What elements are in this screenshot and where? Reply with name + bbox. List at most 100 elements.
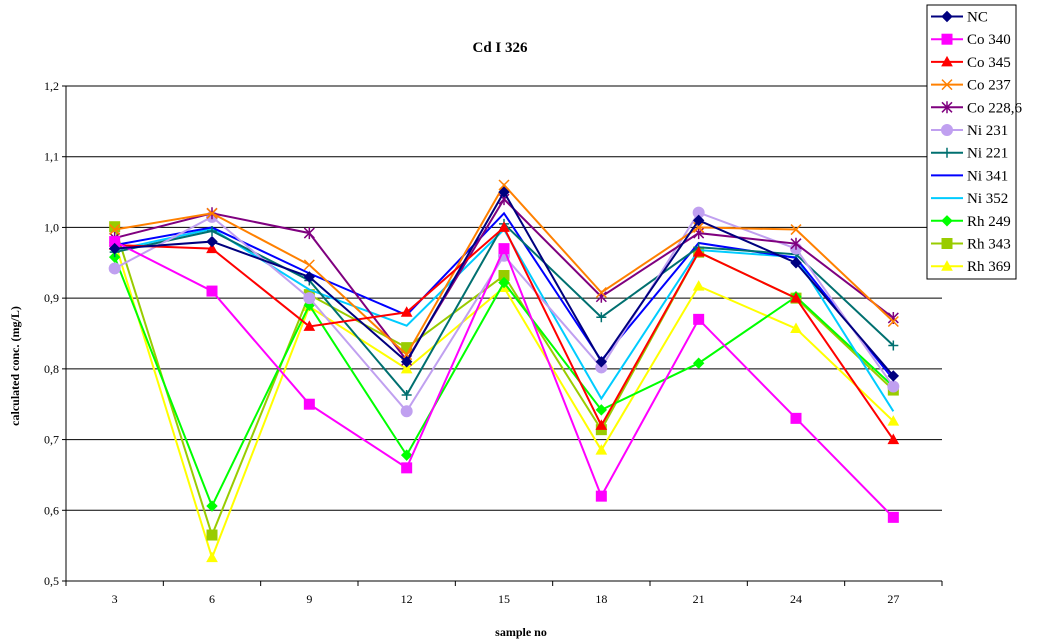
data-point xyxy=(498,186,510,198)
legend-marker xyxy=(941,101,953,114)
legend-label: Rh 249 xyxy=(967,214,1011,230)
legend-box xyxy=(926,4,1017,280)
legend-marker xyxy=(941,55,953,67)
series-nc xyxy=(108,186,900,382)
x-tick-label: 12 xyxy=(401,592,413,606)
data-point xyxy=(692,357,705,369)
legend-marker xyxy=(942,147,952,158)
data-point xyxy=(206,500,218,512)
y-tick-label: 0,9 xyxy=(44,291,59,305)
y-tick-label: 1,2 xyxy=(44,79,59,93)
data-point xyxy=(401,390,412,401)
data-point xyxy=(790,412,802,424)
data-point xyxy=(498,243,510,255)
legend-label: Ni 231 xyxy=(967,123,1008,139)
data-point xyxy=(400,306,413,317)
legend-item: Ni 231 xyxy=(931,123,1008,139)
legend-marker xyxy=(941,238,953,249)
data-point xyxy=(790,257,802,269)
legend-item: Rh 369 xyxy=(931,259,1011,275)
data-point xyxy=(109,224,121,236)
x-tick-label: 24 xyxy=(790,592,802,606)
data-point xyxy=(595,490,607,502)
series-ni-231 xyxy=(108,206,900,418)
tick-labels: 0,5 0,6 0,7 0,8 0,9 1,0 1,1 1,2 3 6 9 12 15 18 21 24 27 xyxy=(44,79,899,606)
data-point xyxy=(498,276,510,289)
x-axis-label: sample no xyxy=(495,625,547,639)
data-point xyxy=(109,221,121,233)
x-tick-label: 15 xyxy=(498,592,510,606)
legend: NC Co 340 Co 345 Co 237 Co 228,6 Ni 231 Ni 221… xyxy=(926,4,1023,280)
data-point xyxy=(303,259,315,271)
x-tick-label: 18 xyxy=(595,592,607,606)
legend-label: Co 237 xyxy=(967,78,1011,94)
y-tick-label: 0,6 xyxy=(44,503,59,517)
data-point xyxy=(400,405,413,418)
data-point xyxy=(401,462,413,474)
series-co-340 xyxy=(109,236,899,523)
y-tick-label: 1,0 xyxy=(44,220,59,234)
legend-marker xyxy=(941,124,953,136)
y-tick-label: 0,7 xyxy=(44,433,59,447)
data-point xyxy=(790,292,802,303)
data-point xyxy=(790,322,802,334)
data-point xyxy=(595,286,607,299)
data-point xyxy=(888,340,899,351)
data-point xyxy=(207,225,217,236)
data-point xyxy=(790,224,802,236)
x-tick-label: 9 xyxy=(306,592,312,606)
data-point xyxy=(206,207,218,219)
data-point xyxy=(887,370,900,382)
data-point xyxy=(790,237,802,250)
data-point xyxy=(693,313,705,325)
data-point xyxy=(887,511,899,523)
legend-item: Ni 341 xyxy=(931,168,1008,184)
legend-marker xyxy=(941,215,953,227)
legend-item: Rh 343 xyxy=(931,237,1011,253)
data-point xyxy=(887,433,900,445)
legend-item: Ni 221 xyxy=(931,146,1008,162)
x-tick-label: 27 xyxy=(887,592,899,606)
data-point xyxy=(595,444,608,455)
y-tick-label: 0,8 xyxy=(44,362,59,376)
legend-label: Ni 352 xyxy=(967,191,1008,207)
data-point xyxy=(400,356,413,368)
data-point xyxy=(303,398,315,410)
data-point xyxy=(303,271,316,283)
legend-label: Rh 369 xyxy=(967,259,1011,275)
legend-item: Co 237 xyxy=(931,78,1011,94)
y-axis-label: calculated conc. (mg/L) xyxy=(8,306,22,426)
data-point xyxy=(692,280,705,291)
data-point xyxy=(206,551,218,563)
data-point xyxy=(400,362,413,374)
y-tick-label: 1,1 xyxy=(44,150,59,164)
series-group xyxy=(108,179,900,563)
data-point xyxy=(595,356,608,368)
data-point xyxy=(692,214,705,227)
legend-label: Ni 341 xyxy=(967,168,1008,184)
legend-label: Ni 221 xyxy=(967,146,1008,162)
x-tick-label: 21 xyxy=(693,592,705,606)
legend-label: Co 228,6 xyxy=(967,100,1023,116)
chart-title: Cd I 326 xyxy=(472,40,528,56)
y-tick-label: 0,5 xyxy=(44,574,59,588)
data-point xyxy=(596,312,607,323)
legend-label: NC xyxy=(967,10,988,26)
legend-marker xyxy=(941,260,953,271)
data-point xyxy=(887,380,900,393)
data-point xyxy=(206,285,218,297)
legend-label: Co 345 xyxy=(967,55,1011,71)
data-point xyxy=(692,246,705,257)
legend-item: Co 345 xyxy=(931,55,1011,71)
data-point xyxy=(303,227,315,240)
legend-item: NC xyxy=(931,10,988,26)
legend-item: Co 340 xyxy=(931,32,1011,48)
data-point xyxy=(303,292,316,305)
x-tick-label: 3 xyxy=(112,592,118,606)
data-point xyxy=(206,529,218,541)
data-point xyxy=(595,404,608,416)
x-tick-label: 6 xyxy=(209,592,215,606)
legend-marker xyxy=(941,33,953,45)
data-point xyxy=(206,242,218,254)
